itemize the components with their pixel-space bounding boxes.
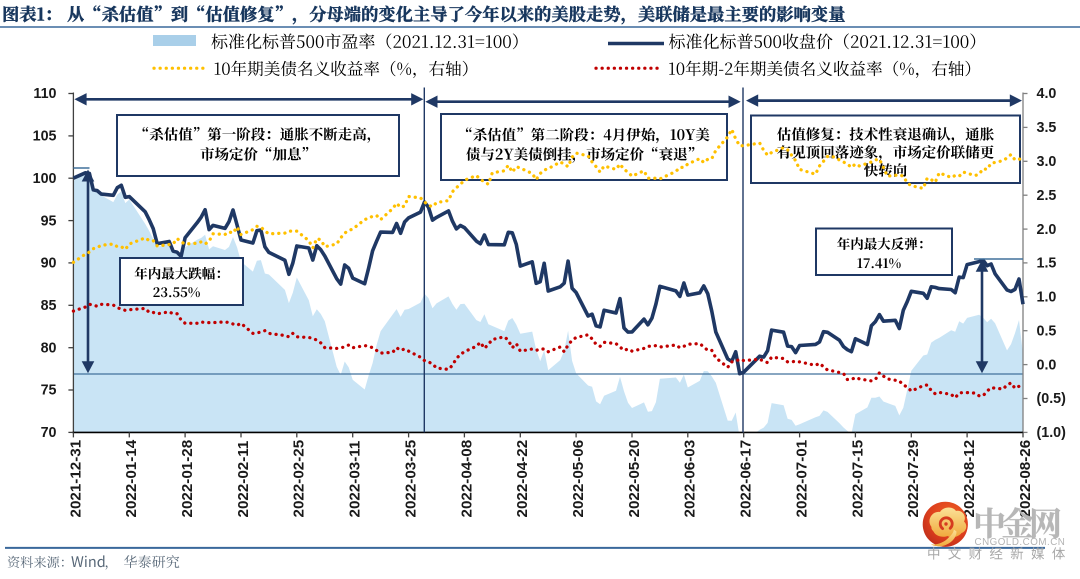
svg-text:2022-08-12: 2022-08-12 [961,440,978,518]
svg-text:CNGOLD.COM.CN: CNGOLD.COM.CN [975,537,1066,548]
svg-text:2022-02-25: 2022-02-25 [291,439,308,517]
svg-text:2022-08-26: 2022-08-26 [1017,440,1034,518]
svg-text:0.5: 0.5 [1037,323,1057,339]
svg-text:2022-01-28: 2022-01-28 [179,440,196,518]
svg-text:110: 110 [33,86,56,102]
svg-text:75: 75 [41,383,57,399]
svg-text:(1.0): (1.0) [1037,425,1067,441]
svg-text:2022-07-15: 2022-07-15 [849,439,866,517]
svg-text:2022-03-25: 2022-03-25 [403,439,420,517]
svg-text:95: 95 [41,213,57,229]
svg-text:2021-12-31: 2021-12-31 [67,439,84,517]
svg-text:0.0: 0.0 [1037,357,1057,373]
svg-text:2022-04-22: 2022-04-22 [514,440,531,518]
svg-text:2022-02-11: 2022-02-11 [235,440,252,517]
svg-text:80: 80 [41,340,57,356]
svg-text:1.0: 1.0 [1037,290,1057,306]
svg-text:1.5: 1.5 [1037,256,1057,272]
svg-text:2.0: 2.0 [1037,222,1057,238]
svg-text:70: 70 [41,425,57,441]
svg-text:105: 105 [33,129,57,145]
svg-text:2.5: 2.5 [1037,188,1057,204]
svg-text:100: 100 [33,171,57,187]
svg-text:2022-01-14: 2022-01-14 [123,439,140,517]
svg-text:3.5: 3.5 [1037,120,1057,136]
svg-text:90: 90 [41,256,57,272]
svg-text:(0.5): (0.5) [1037,391,1067,407]
svg-text:2022-06-03: 2022-06-03 [682,440,699,518]
svg-text:4.0: 4.0 [1037,86,1057,102]
svg-text:2022-07-01: 2022-07-01 [794,439,811,517]
svg-text:2022-06-17: 2022-06-17 [738,440,755,518]
svg-text:3.0: 3.0 [1037,154,1057,170]
svg-text:2022-05-20: 2022-05-20 [626,440,643,518]
svg-text:85: 85 [41,298,57,314]
svg-text:2022-05-06: 2022-05-06 [570,440,587,518]
svg-text:2022-03-11: 2022-03-11 [347,440,364,517]
svg-text:2022-07-29: 2022-07-29 [905,440,922,518]
svg-text:2022-04-08: 2022-04-08 [458,440,475,518]
